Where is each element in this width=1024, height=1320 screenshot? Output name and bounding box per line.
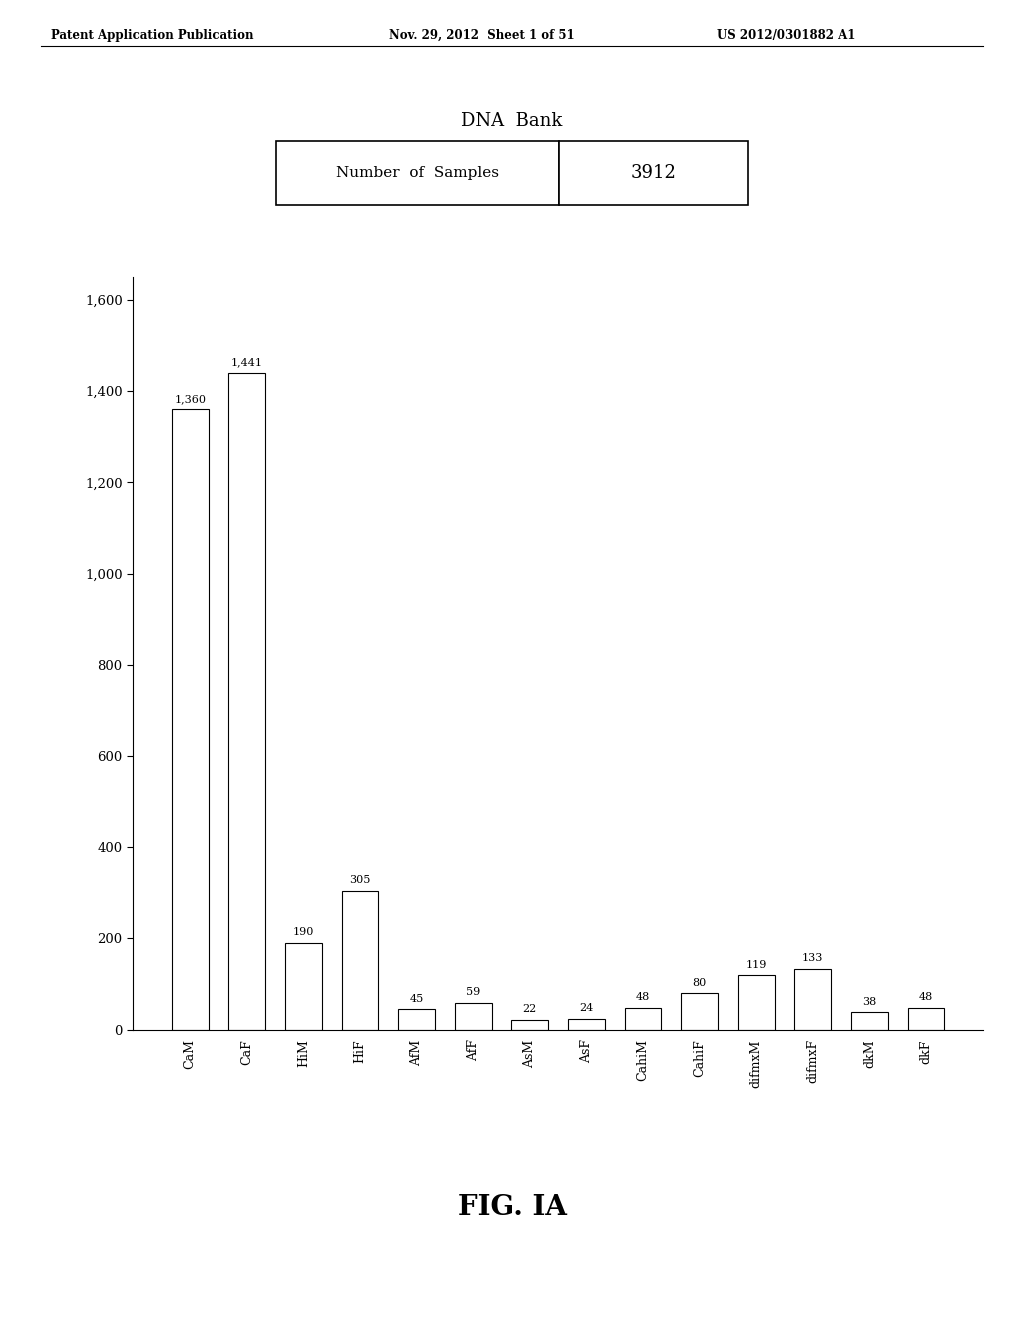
Bar: [172, 409, 209, 1030]
Bar: [568, 1019, 605, 1030]
Text: Nov. 29, 2012  Sheet 1 of 51: Nov. 29, 2012 Sheet 1 of 51: [389, 29, 574, 42]
Text: 45: 45: [410, 994, 424, 1003]
Text: 48: 48: [919, 993, 933, 1002]
Bar: [285, 942, 322, 1030]
Bar: [795, 969, 831, 1030]
Bar: [342, 891, 378, 1030]
Text: 80: 80: [692, 978, 707, 987]
Text: 3912: 3912: [631, 164, 676, 182]
Bar: [625, 1007, 662, 1030]
FancyBboxPatch shape: [276, 141, 559, 205]
Text: US 2012/0301882 A1: US 2012/0301882 A1: [717, 29, 855, 42]
Bar: [228, 372, 265, 1030]
Text: 59: 59: [466, 987, 480, 997]
Text: 48: 48: [636, 993, 650, 1002]
FancyBboxPatch shape: [559, 141, 748, 205]
Text: FIG. IA: FIG. IA: [458, 1195, 566, 1221]
Text: 38: 38: [862, 997, 877, 1007]
Bar: [398, 1008, 435, 1030]
Text: 119: 119: [745, 960, 767, 970]
Text: 133: 133: [802, 953, 823, 964]
Text: 24: 24: [580, 1003, 594, 1014]
Text: 305: 305: [349, 875, 371, 884]
Bar: [907, 1007, 944, 1030]
Bar: [681, 993, 718, 1030]
Text: Number  of  Samples: Number of Samples: [336, 166, 500, 180]
Text: 1,360: 1,360: [174, 393, 206, 404]
Bar: [851, 1012, 888, 1030]
Bar: [511, 1019, 548, 1030]
Bar: [455, 1003, 492, 1030]
Text: 22: 22: [522, 1005, 537, 1014]
Bar: [738, 975, 774, 1030]
Text: 1,441: 1,441: [230, 356, 263, 367]
Text: 190: 190: [293, 928, 314, 937]
Text: DNA  Bank: DNA Bank: [462, 112, 562, 131]
Text: Patent Application Publication: Patent Application Publication: [51, 29, 254, 42]
